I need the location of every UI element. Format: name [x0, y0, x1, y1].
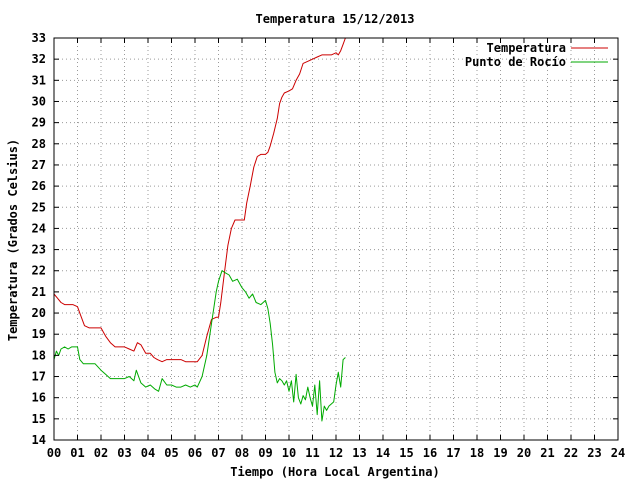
y-tick-label: 14	[32, 433, 46, 447]
tick-labels: 00 01 02 03 04 05 06 07 08 09 10 11 12 13 14 15 16 17 18 19…	[32, 31, 626, 460]
y-tick-label: 29	[32, 116, 46, 130]
x-tick-label: 14	[376, 446, 390, 460]
y-tick-label: 15	[32, 412, 46, 426]
x-tick-label: 03	[117, 446, 131, 460]
y-tick-label: 16	[32, 391, 46, 405]
y-tick-label: 28	[32, 137, 46, 151]
grid	[54, 38, 618, 440]
x-tick-label: 16	[423, 446, 437, 460]
x-tick-label: 12	[329, 446, 343, 460]
x-tick-label: 18	[470, 446, 484, 460]
x-tick-label: 05	[164, 446, 178, 460]
axis-ticks	[53, 37, 619, 441]
y-tick-label: 17	[32, 370, 46, 384]
legend-label-punto-de-rocio: Punto de Rocío	[465, 55, 566, 69]
y-tick-label: 18	[32, 348, 46, 362]
y-tick-label: 33	[32, 31, 46, 45]
x-tick-label: 08	[235, 446, 249, 460]
x-tick-label: 09	[258, 446, 272, 460]
y-axis-label: Temperatura (Grados Celsius)	[6, 139, 20, 341]
x-tick-label: 23	[587, 446, 601, 460]
series-line-punto-de-rocio	[53, 270, 346, 422]
chart-title: Temperatura 15/12/2013	[256, 12, 415, 26]
x-tick-label: 17	[446, 446, 460, 460]
y-tick-label: 32	[32, 52, 46, 66]
y-tick-label: 26	[32, 179, 46, 193]
x-tick-label: 04	[141, 446, 155, 460]
y-tick-label: 22	[32, 264, 46, 278]
x-tick-label: 06	[188, 446, 202, 460]
x-tick-label: 22	[564, 446, 578, 460]
legend: Temperatura Punto de Rocío	[465, 41, 608, 69]
x-tick-label: 11	[305, 446, 319, 460]
series-line-temperatura	[53, 37, 346, 363]
y-tick-label: 30	[32, 94, 46, 108]
y-tick-label: 23	[32, 243, 46, 257]
legend-label-temperatura: Temperatura	[487, 41, 566, 55]
x-tick-label: 01	[70, 446, 84, 460]
x-tick-label: 02	[94, 446, 108, 460]
x-tick-label: 20	[517, 446, 531, 460]
x-tick-label: 19	[493, 446, 507, 460]
x-tick-label: 21	[540, 446, 554, 460]
y-tick-label: 25	[32, 200, 46, 214]
series-layer	[53, 37, 346, 422]
x-tick-label: 24	[611, 446, 625, 460]
y-tick-label: 21	[32, 285, 46, 299]
x-tick-label: 00	[47, 446, 61, 460]
y-tick-label: 24	[32, 221, 46, 235]
x-axis-label: Tiempo (Hora Local Argentina)	[230, 465, 440, 479]
y-tick-label: 19	[32, 327, 46, 341]
x-tick-label: 07	[211, 446, 225, 460]
y-tick-label: 27	[32, 158, 46, 172]
x-tick-label: 13	[352, 446, 366, 460]
x-tick-label: 10	[282, 446, 296, 460]
y-tick-label: 31	[32, 73, 46, 87]
x-tick-label: 15	[399, 446, 413, 460]
y-tick-label: 20	[32, 306, 46, 320]
